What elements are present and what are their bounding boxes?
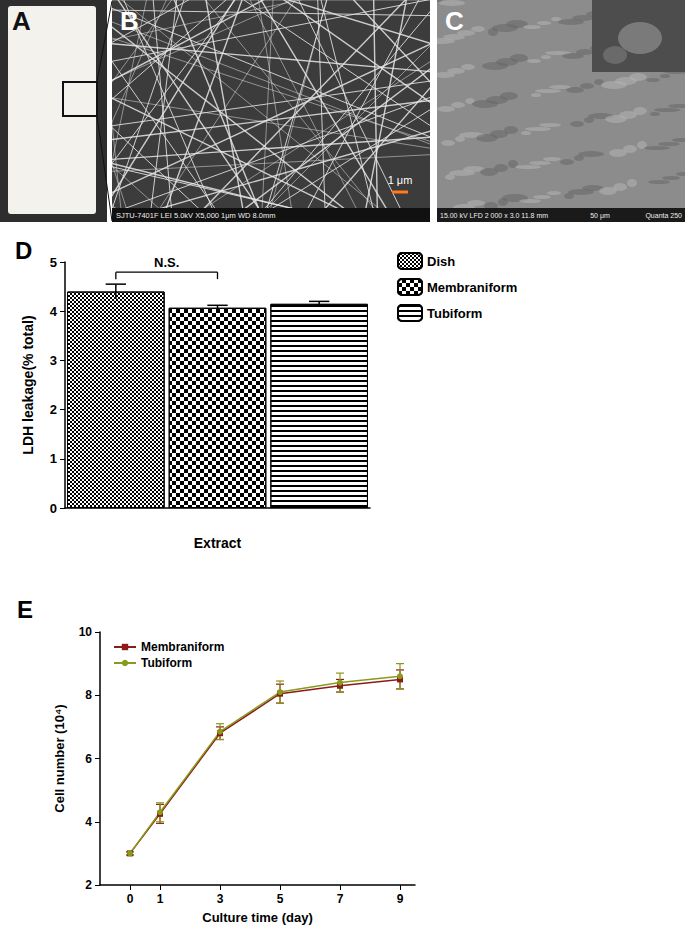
svg-text:Tubiform: Tubiform xyxy=(427,306,482,321)
svg-text:4: 4 xyxy=(85,815,92,829)
svg-text:Dish: Dish xyxy=(427,254,455,269)
svg-text:LDH leakage(% total): LDH leakage(% total) xyxy=(20,315,36,454)
svg-text:7: 7 xyxy=(337,892,344,906)
svg-text:5: 5 xyxy=(50,255,57,270)
svg-text:2: 2 xyxy=(50,402,57,417)
svg-text:3: 3 xyxy=(50,353,57,368)
svg-text:1: 1 xyxy=(157,892,164,906)
svg-text:D: D xyxy=(15,237,32,264)
svg-text:50 μm: 50 μm xyxy=(590,212,610,220)
svg-text:0: 0 xyxy=(50,501,57,516)
svg-text:0: 0 xyxy=(127,892,134,906)
svg-text:Extract: Extract xyxy=(194,535,242,551)
svg-text:3: 3 xyxy=(217,892,224,906)
svg-text:Culture time (day): Culture time (day) xyxy=(202,910,313,925)
svg-text:10: 10 xyxy=(79,625,93,639)
svg-text:A: A xyxy=(12,6,31,36)
svg-text:8: 8 xyxy=(85,688,92,702)
svg-text:4: 4 xyxy=(50,304,58,319)
svg-text:5: 5 xyxy=(277,892,284,906)
svg-text:N.S.: N.S. xyxy=(154,255,179,270)
svg-text:SJTU-7401F LEI 5.0kV X5,000 1μ: SJTU-7401F LEI 5.0kV X5,000 1μm WD 8.0mm xyxy=(116,211,275,220)
svg-text:Membraniform: Membraniform xyxy=(427,280,517,295)
svg-text:Tubiform: Tubiform xyxy=(141,656,192,670)
svg-text:9: 9 xyxy=(397,892,404,906)
svg-text:15.00 kV LFD 2 000 x 3.0 11.8: 15.00 kV LFD 2 000 x 3.0 11.8 mm xyxy=(440,212,548,219)
svg-text:2: 2 xyxy=(85,878,92,892)
svg-text:6: 6 xyxy=(85,752,92,766)
svg-text:1 μm: 1 μm xyxy=(388,174,413,186)
svg-text:1: 1 xyxy=(50,451,57,466)
svg-text:E: E xyxy=(17,596,33,623)
svg-text:B: B xyxy=(120,6,139,36)
svg-text:Cell number (10⁴): Cell number (10⁴) xyxy=(52,704,67,812)
svg-text:C: C xyxy=(445,6,464,36)
svg-text:Quanta 250: Quanta 250 xyxy=(645,212,682,220)
svg-text:Membraniform: Membraniform xyxy=(141,640,224,654)
